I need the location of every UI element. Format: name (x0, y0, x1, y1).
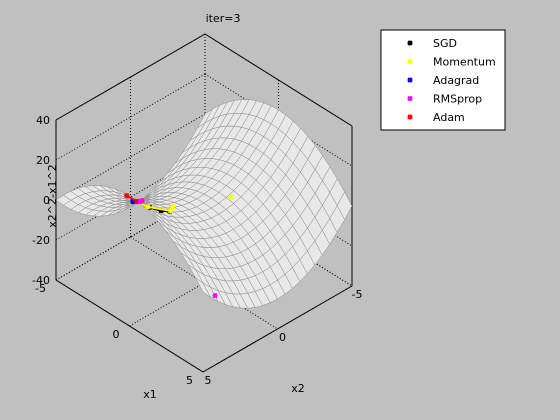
marker-stroke (167, 208, 174, 214)
axis-labels: x1 x2 x2^2-x1^2 (46, 164, 305, 401)
marker-stroke (139, 198, 145, 204)
y-axis-label: x2 (291, 382, 305, 395)
legend-label-rmsprop: RMSprop (433, 93, 482, 106)
z-tick-label: 40 (36, 114, 50, 127)
series-point-rmsprop (212, 293, 218, 299)
marker-stroke (407, 95, 413, 102)
series-point-adam (124, 193, 130, 199)
surface (55, 99, 353, 309)
marker-stroke (145, 204, 151, 210)
legend-marker-rmsprop (407, 95, 413, 102)
gridline-y-floor (55, 279, 204, 373)
x-tick-label: -5 (35, 282, 46, 295)
z-tick-label: 20 (36, 154, 50, 167)
marker-stroke (407, 58, 413, 65)
legend-label-momentum: Momentum (433, 56, 496, 69)
tick-labels: -40 -20 0 20 40 -5 0 5 -5 0 5 (32, 114, 362, 387)
z-axis-label: x2^2-x1^2 (46, 164, 59, 227)
series-layer (124, 193, 234, 299)
z-tick-label: -20 (32, 234, 50, 247)
legend-marker-adam (407, 114, 413, 120)
marker-stroke (407, 40, 413, 46)
surface-patch (195, 277, 211, 298)
legend-label-adam: Adam (433, 111, 465, 124)
x-axis-label: x1 (143, 388, 157, 401)
y-axis-line (202, 285, 353, 373)
series-point-rmsprop (139, 198, 145, 204)
gridline-z (204, 33, 353, 127)
legend-label-sgd: SGD (433, 37, 457, 50)
x-tick-label: 0 (113, 328, 120, 341)
marker-stroke (170, 204, 176, 210)
z-tick-label: -40 (32, 274, 50, 287)
legend-box (380, 29, 506, 131)
series-point-momentum (145, 204, 151, 210)
gridline-y-floor (204, 193, 353, 287)
marker-stroke (407, 77, 413, 83)
marker-stroke (407, 114, 413, 120)
series-point-momentum (170, 204, 176, 210)
y-tick-label: 0 (279, 331, 286, 344)
x-tick-label: 5 (186, 374, 193, 387)
legend: SGD Momentum Adagrad RMSprop Adam (380, 29, 506, 131)
z-tick-label: 0 (43, 194, 50, 207)
y-tick-label: 5 (205, 374, 212, 387)
marker-stroke (124, 193, 130, 199)
legend-marker-momentum (407, 58, 413, 65)
gridline-z (204, 73, 353, 167)
series-point-momentum (167, 208, 174, 214)
gridline-y-floor (130, 236, 278, 330)
y-tick-label: -5 (352, 288, 363, 301)
marker-stroke (228, 194, 234, 200)
legend-marker-adagrad (407, 77, 413, 83)
legend-marker-sgd (407, 40, 413, 46)
legend-label-adagrad: Adagrad (433, 74, 479, 87)
marker-stroke (212, 293, 218, 299)
series-point-momentum (228, 194, 234, 200)
chart-title: iter=3 (206, 12, 241, 25)
